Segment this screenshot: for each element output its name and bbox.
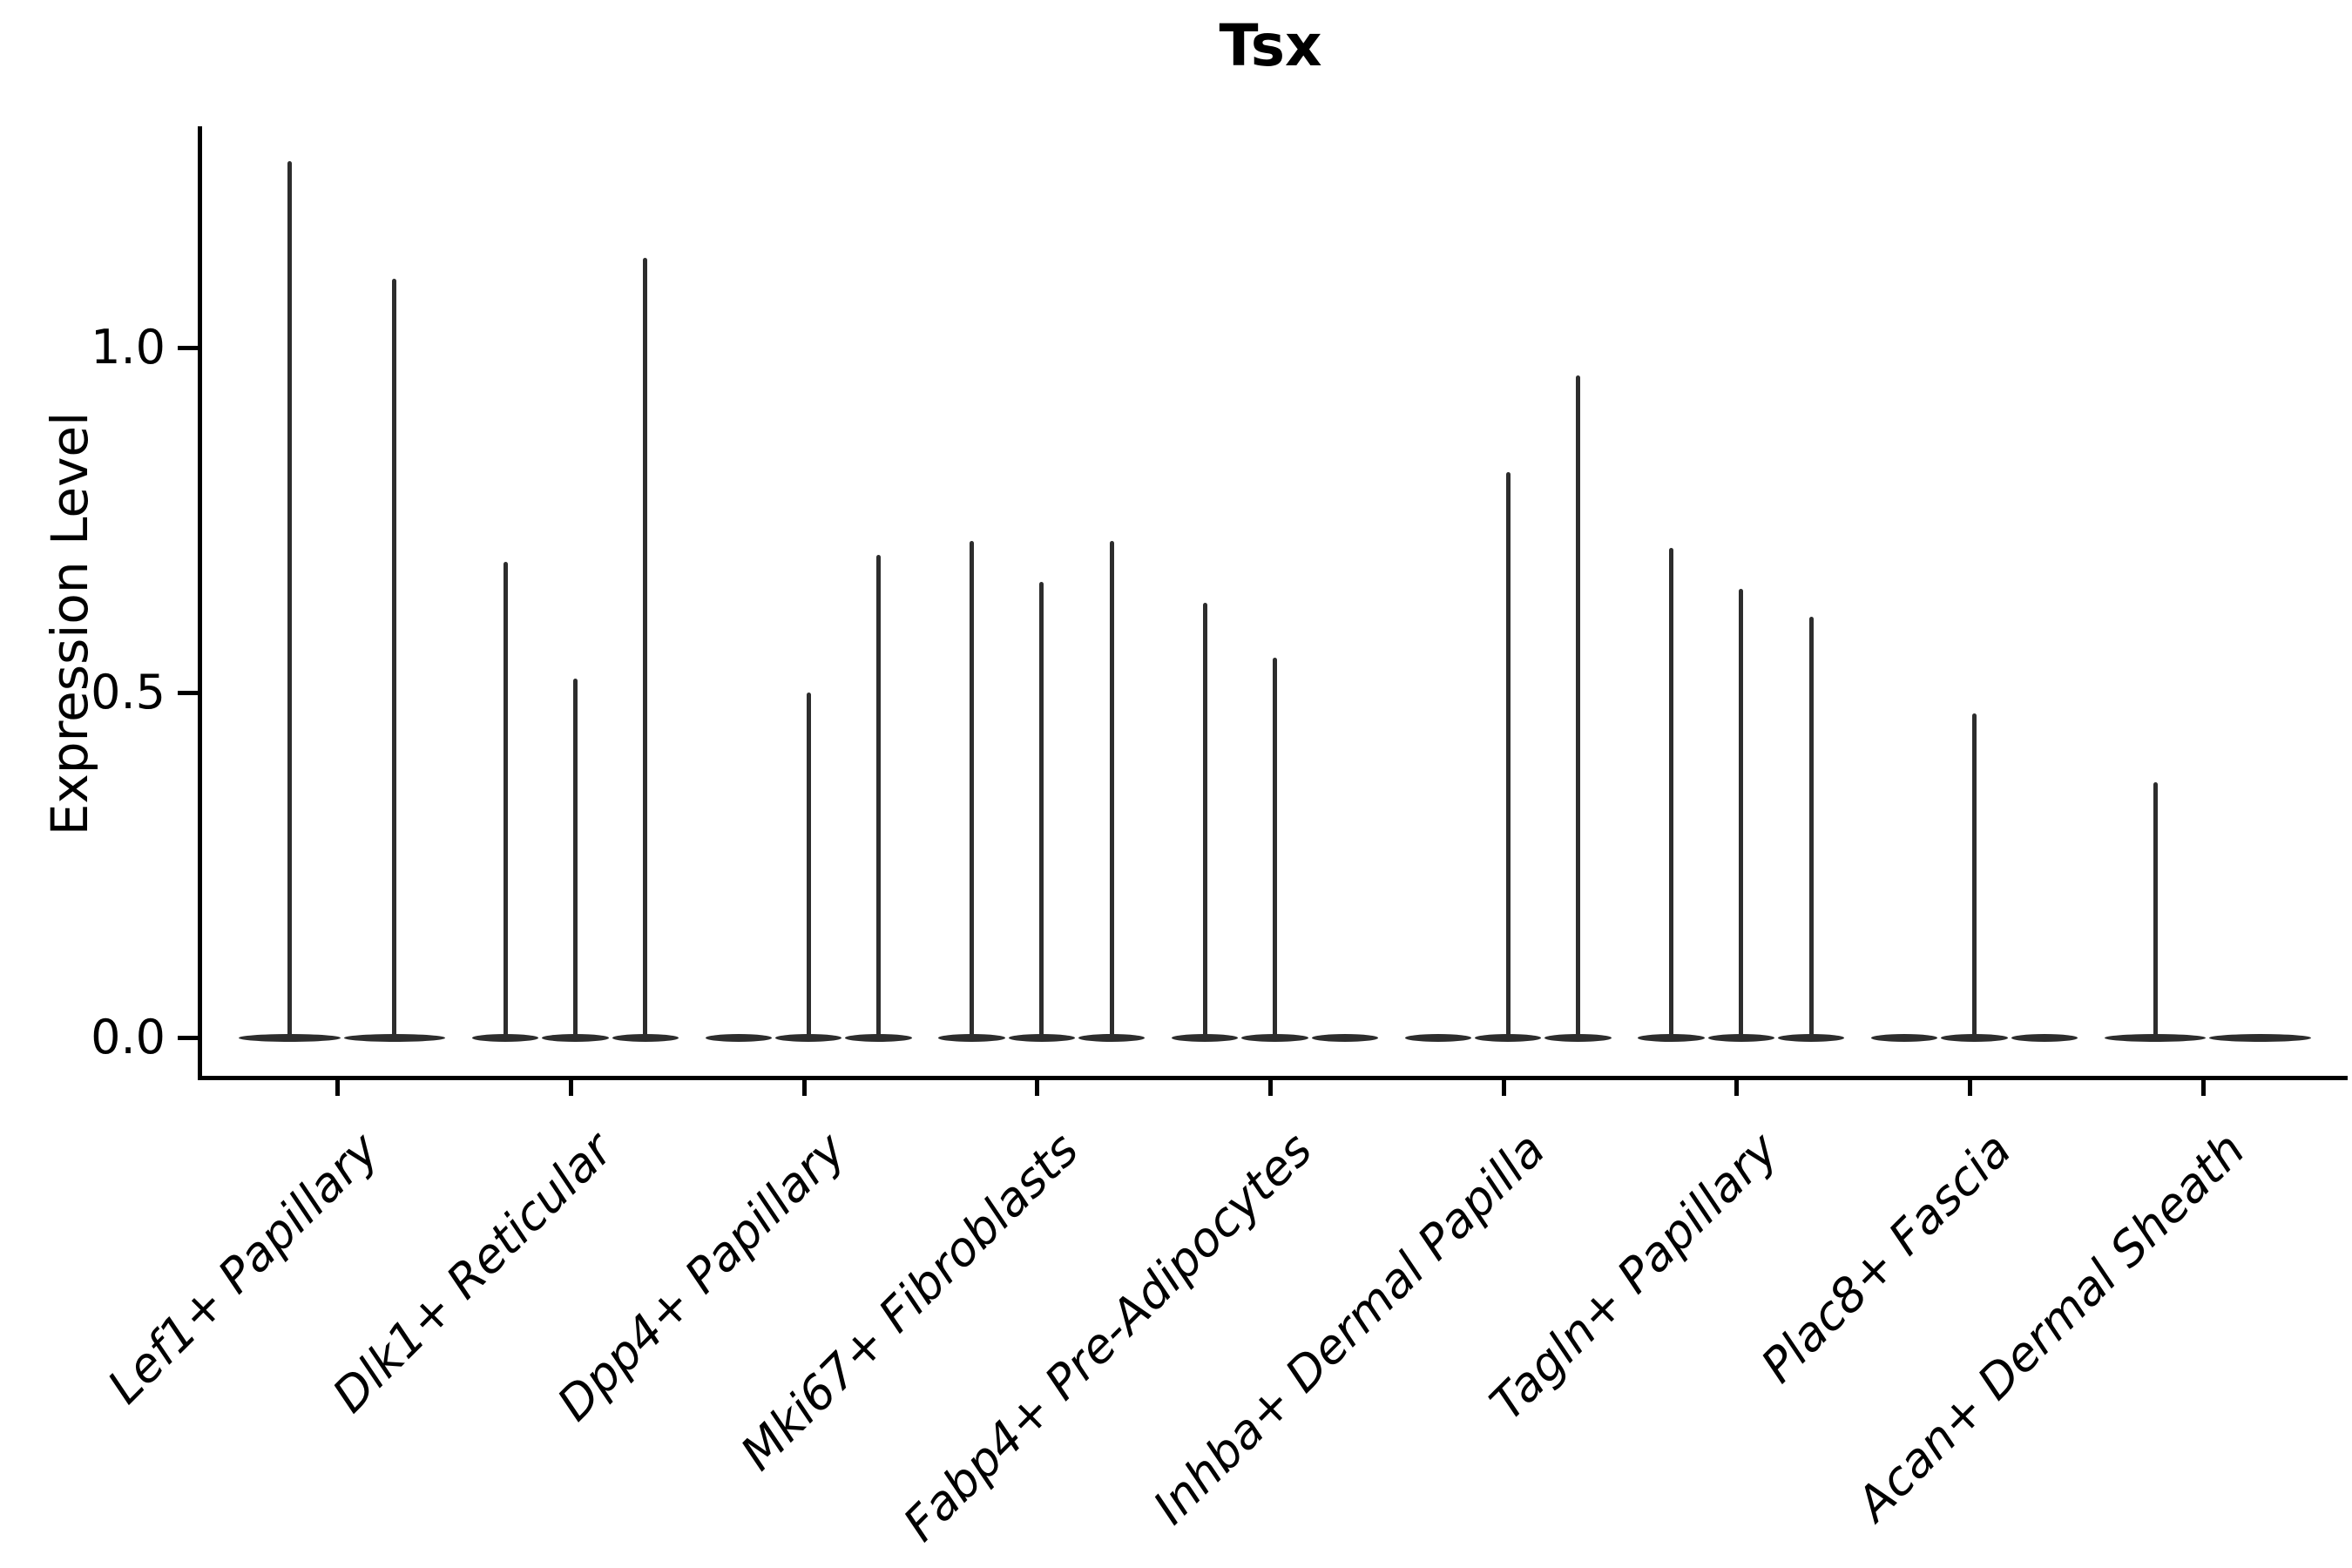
x-tick bbox=[568, 1076, 573, 1096]
x-category-label: Acan+ Dermal Sheath bbox=[1846, 1122, 2255, 1531]
y-tick bbox=[178, 1036, 198, 1040]
x-tick bbox=[1035, 1076, 1040, 1096]
x-tick bbox=[1501, 1076, 1506, 1096]
violin-spike bbox=[643, 258, 648, 1039]
x-tick bbox=[335, 1076, 341, 1096]
violin-spike bbox=[1505, 471, 1511, 1039]
violin-spike bbox=[287, 161, 292, 1039]
x-category-label: Fabp4+ Pre-Adipocytes bbox=[892, 1122, 1323, 1552]
violin-body bbox=[1404, 1034, 1472, 1042]
violin-spike bbox=[1669, 547, 1674, 1039]
violin-spike bbox=[392, 278, 397, 1039]
violin-spike bbox=[1576, 375, 1581, 1039]
violin-spike bbox=[572, 679, 578, 1039]
x-category-label: Plac8+ Fascia bbox=[1750, 1122, 2023, 1394]
x-tick bbox=[1968, 1076, 1973, 1096]
violin-spike bbox=[1972, 713, 1977, 1039]
violin-spike bbox=[1808, 616, 1814, 1039]
violin-spike bbox=[1739, 589, 1744, 1039]
y-tick-label: 1.0 bbox=[91, 320, 166, 375]
violin-spike bbox=[969, 540, 974, 1039]
x-category-label: Inhba+ Dermal Papilla bbox=[1142, 1122, 1556, 1535]
y-tick bbox=[178, 346, 198, 350]
x-tick bbox=[2200, 1076, 2206, 1096]
plot-area bbox=[198, 126, 2348, 1080]
y-tick-label: 0.5 bbox=[91, 665, 166, 720]
violin-body bbox=[1311, 1034, 1378, 1042]
x-tick bbox=[1268, 1076, 1273, 1096]
violin-body bbox=[2209, 1034, 2311, 1042]
violin-spike bbox=[503, 561, 508, 1039]
x-tick bbox=[801, 1076, 807, 1096]
y-tick-label: 0.0 bbox=[91, 1010, 166, 1064]
violin-body bbox=[705, 1034, 772, 1042]
chart-title: Tsx bbox=[1219, 12, 1322, 79]
x-tick bbox=[1734, 1076, 1740, 1096]
y-axis-label: Expression Level bbox=[40, 411, 99, 836]
violin-spike bbox=[1109, 540, 1114, 1039]
violin-spike bbox=[1202, 603, 1207, 1039]
violin-body bbox=[1871, 1034, 1938, 1042]
y-tick bbox=[178, 691, 198, 695]
violin-spike bbox=[1273, 658, 1277, 1039]
violin-spike bbox=[2153, 781, 2158, 1039]
violin-spike bbox=[1039, 582, 1044, 1039]
violin-body bbox=[2011, 1034, 2078, 1042]
violin-spike bbox=[875, 554, 881, 1039]
violin-spike bbox=[806, 693, 811, 1039]
